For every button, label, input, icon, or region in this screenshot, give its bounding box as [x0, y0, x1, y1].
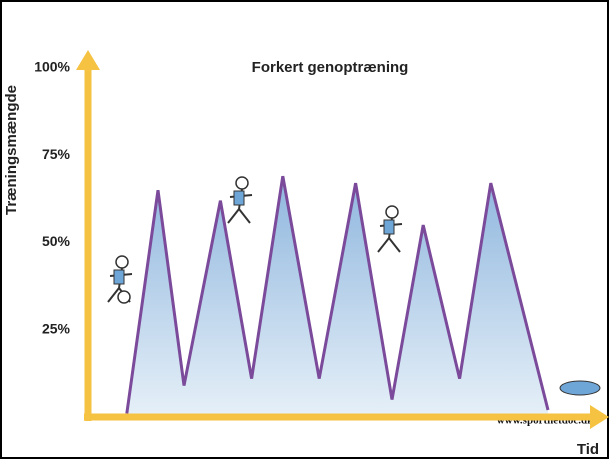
plot [125, 175, 550, 417]
y-axis-label: Træningsmængde [3, 85, 20, 215]
chart-title: Forkert genoptræning [252, 59, 409, 76]
figure-shirt [113, 269, 125, 285]
y-tick-label: 25% [42, 320, 71, 336]
figure-head [115, 255, 129, 269]
x-axis-arrow [590, 405, 609, 429]
figure-shirt [233, 190, 245, 206]
y-axis-arrow [76, 50, 100, 70]
figure-head [235, 176, 249, 190]
y-tick-label: 50% [42, 233, 71, 249]
ball [117, 290, 131, 304]
y-tick-label: 100% [34, 59, 70, 75]
area-fill [126, 176, 549, 417]
line [125, 175, 550, 414]
y-tick-label: 75% [42, 146, 71, 162]
x-axis-label: Tid [577, 441, 599, 458]
figure-head [385, 205, 399, 219]
fallen-figure [559, 380, 601, 396]
figure-shirt [383, 219, 395, 235]
